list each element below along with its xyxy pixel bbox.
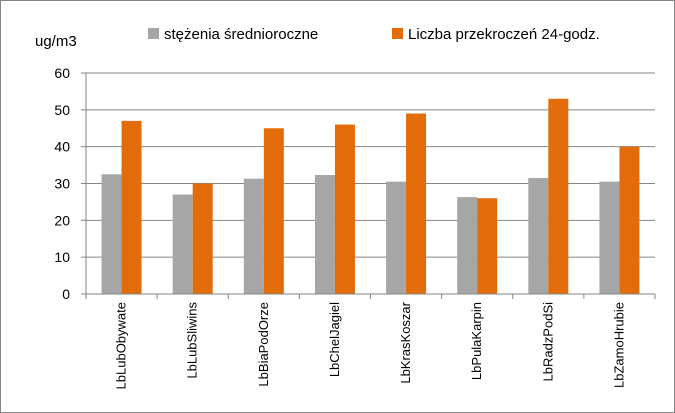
bar-exceedances-LbLubSliwins bbox=[192, 183, 213, 294]
bar-annual-mean-LbRadzPodSi bbox=[528, 177, 549, 294]
y-tick-label: 60 bbox=[54, 65, 70, 81]
y-tick-label: 10 bbox=[54, 249, 70, 265]
bar-annual-mean-LbPulaKarpin bbox=[457, 197, 478, 294]
x-tick-label: LbBiaPodOrze bbox=[256, 302, 271, 387]
bar-exceedances-LbBiaPodOrze bbox=[263, 128, 284, 294]
y-tick-label: 40 bbox=[54, 139, 70, 155]
x-tick-label: LbRadzPodSi bbox=[540, 302, 555, 382]
bar-annual-mean-LbZamoHrubie bbox=[599, 181, 620, 294]
x-tick-label: LbChelJagiel bbox=[327, 302, 342, 377]
y-tick-label: 30 bbox=[54, 176, 70, 192]
legend-label: Liczba przekroczeń 24-godz. bbox=[408, 26, 600, 43]
x-tick-label: LbPulaKarpin bbox=[469, 302, 484, 380]
legend-label: stężenia średnioroczne bbox=[164, 26, 318, 43]
bar-exceedances-LbLubObywate bbox=[121, 120, 142, 294]
y-axis-label: ug/m3 bbox=[35, 33, 77, 50]
bar-exceedances-LbChelJagiel bbox=[334, 124, 355, 294]
bar-annual-mean-LbLubSliwins bbox=[172, 194, 193, 294]
bar-annual-mean-LbKrasKoszar bbox=[386, 181, 407, 294]
legend-swatch bbox=[392, 28, 403, 39]
y-tick-label: 20 bbox=[54, 212, 70, 228]
x-tick-label: LbLubObywate bbox=[114, 302, 129, 389]
x-tick-label: LbLubSliwins bbox=[185, 302, 200, 379]
x-tick-label: LbKrasKoszar bbox=[398, 301, 413, 383]
x-tick-label: LbZamoHrubie bbox=[611, 302, 626, 388]
bar-annual-mean-LbLubObywate bbox=[101, 174, 122, 294]
legend-swatch bbox=[148, 28, 159, 39]
bar-exceedances-LbKrasKoszar bbox=[406, 113, 427, 295]
y-tick-label: 50 bbox=[54, 102, 70, 118]
bar-annual-mean-LbChelJagiel bbox=[314, 175, 335, 294]
bar-exceedances-LbRadzPodSi bbox=[548, 98, 569, 295]
y-tick-label: 0 bbox=[62, 286, 70, 302]
bar-annual-mean-LbBiaPodOrze bbox=[243, 178, 264, 294]
bar-exceedances-LbZamoHrubie bbox=[619, 146, 640, 294]
bar-exceedances-LbPulaKarpin bbox=[477, 198, 498, 294]
